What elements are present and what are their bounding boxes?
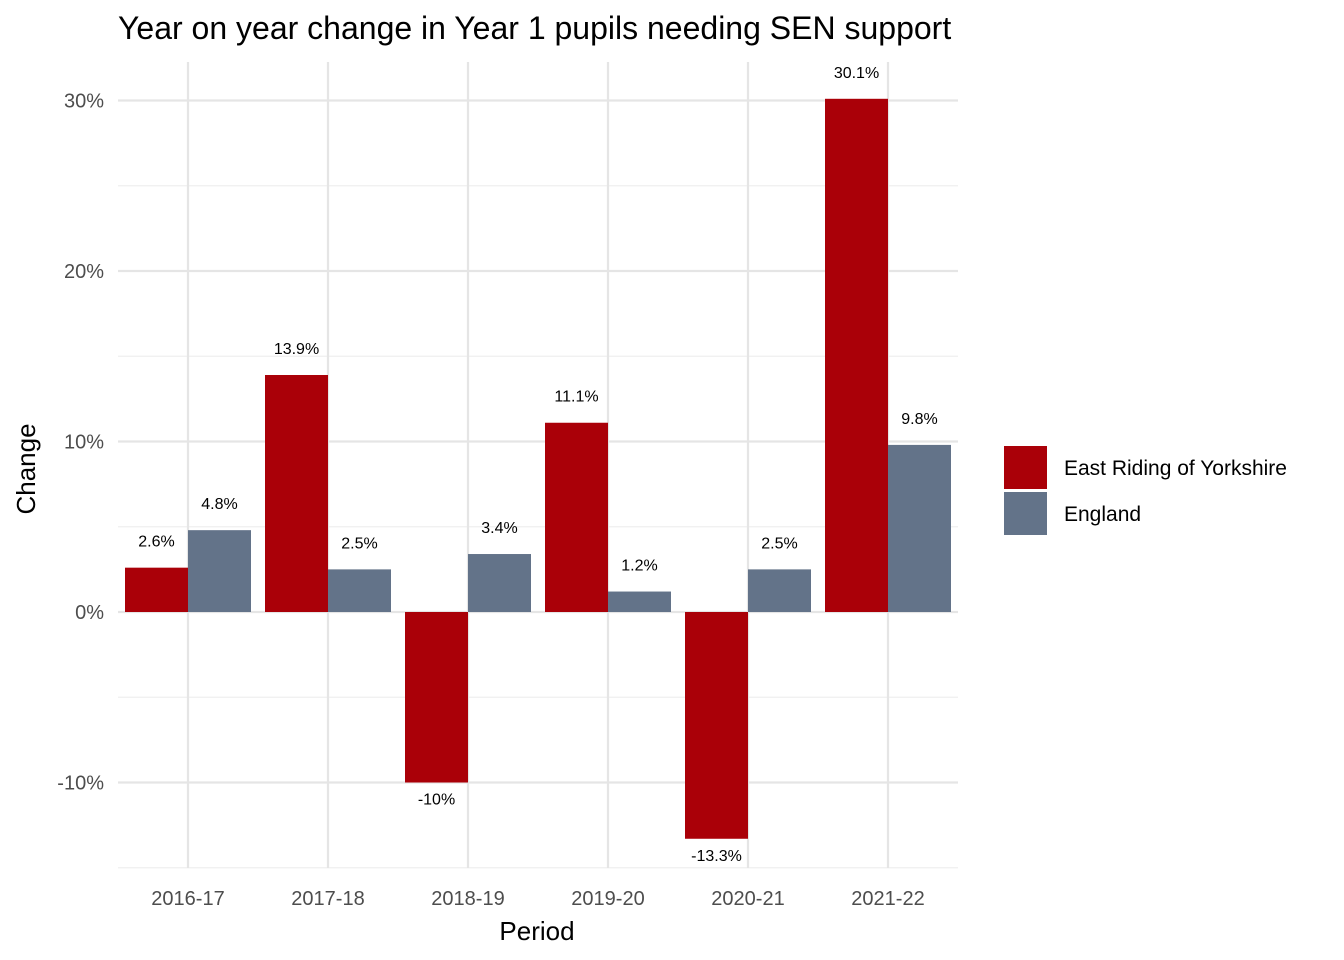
x-axis-ticks: 2016-17 2017-18 2018-19 2019-20 2020-21 2021-… xyxy=(151,888,924,910)
data-label: 11.1% xyxy=(554,389,598,406)
y-tick-label: -10% xyxy=(57,773,104,795)
data-label: 2.5% xyxy=(761,535,797,552)
data-label: 1.2% xyxy=(621,558,657,575)
y-tick-label: 30% xyxy=(64,91,104,113)
data-label: 3.4% xyxy=(481,520,517,537)
bar xyxy=(685,612,748,839)
y-tick-label: 10% xyxy=(64,432,104,454)
bar xyxy=(405,612,468,783)
chart-title: Year on year change in Year 1 pupils nee… xyxy=(118,10,951,46)
x-tick-label: 2016-17 xyxy=(151,888,224,910)
data-label: 4.8% xyxy=(201,496,237,513)
bar xyxy=(468,554,531,612)
data-label: 2.6% xyxy=(138,534,174,551)
legend-swatch xyxy=(1004,492,1047,535)
y-tick-label: 0% xyxy=(75,602,104,624)
x-tick-label: 2020-21 xyxy=(711,888,784,910)
data-labels: 2.6% 13.9% -10% 11.1% -13.3% 30.1% 4.8% 2.5% 3.4… xyxy=(138,65,937,865)
data-label: 2.5% xyxy=(341,535,377,552)
data-label: -13.3% xyxy=(691,848,742,865)
bar xyxy=(545,422,608,612)
x-tick-label: 2019-20 xyxy=(571,888,644,910)
legend-label: East Riding of Yorkshire xyxy=(1064,457,1287,480)
bar xyxy=(328,569,391,612)
x-tick-label: 2018-19 xyxy=(431,888,504,910)
data-label: 13.9% xyxy=(274,341,319,358)
legend: East Riding of Yorkshire England xyxy=(1004,446,1287,535)
bar xyxy=(265,375,328,612)
bars xyxy=(125,98,951,839)
bar xyxy=(888,444,951,612)
x-tick-label: 2021-22 xyxy=(851,888,924,910)
bar xyxy=(825,98,888,613)
y-axis-ticks: -10% 0% 10% 20% 30% xyxy=(57,91,104,795)
data-label: 30.1% xyxy=(834,65,879,82)
data-label: 9.8% xyxy=(901,411,937,428)
legend-label: England xyxy=(1064,503,1141,526)
y-tick-label: 20% xyxy=(64,261,104,283)
data-label: -10% xyxy=(418,792,455,809)
x-tick-label: 2017-18 xyxy=(291,888,364,910)
bar xyxy=(608,591,671,612)
bar xyxy=(188,530,251,612)
bar xyxy=(125,567,188,612)
legend-swatch xyxy=(1004,446,1047,489)
y-axis-title: Change xyxy=(11,423,41,514)
x-axis-title: Period xyxy=(499,916,574,946)
bar xyxy=(748,569,811,612)
